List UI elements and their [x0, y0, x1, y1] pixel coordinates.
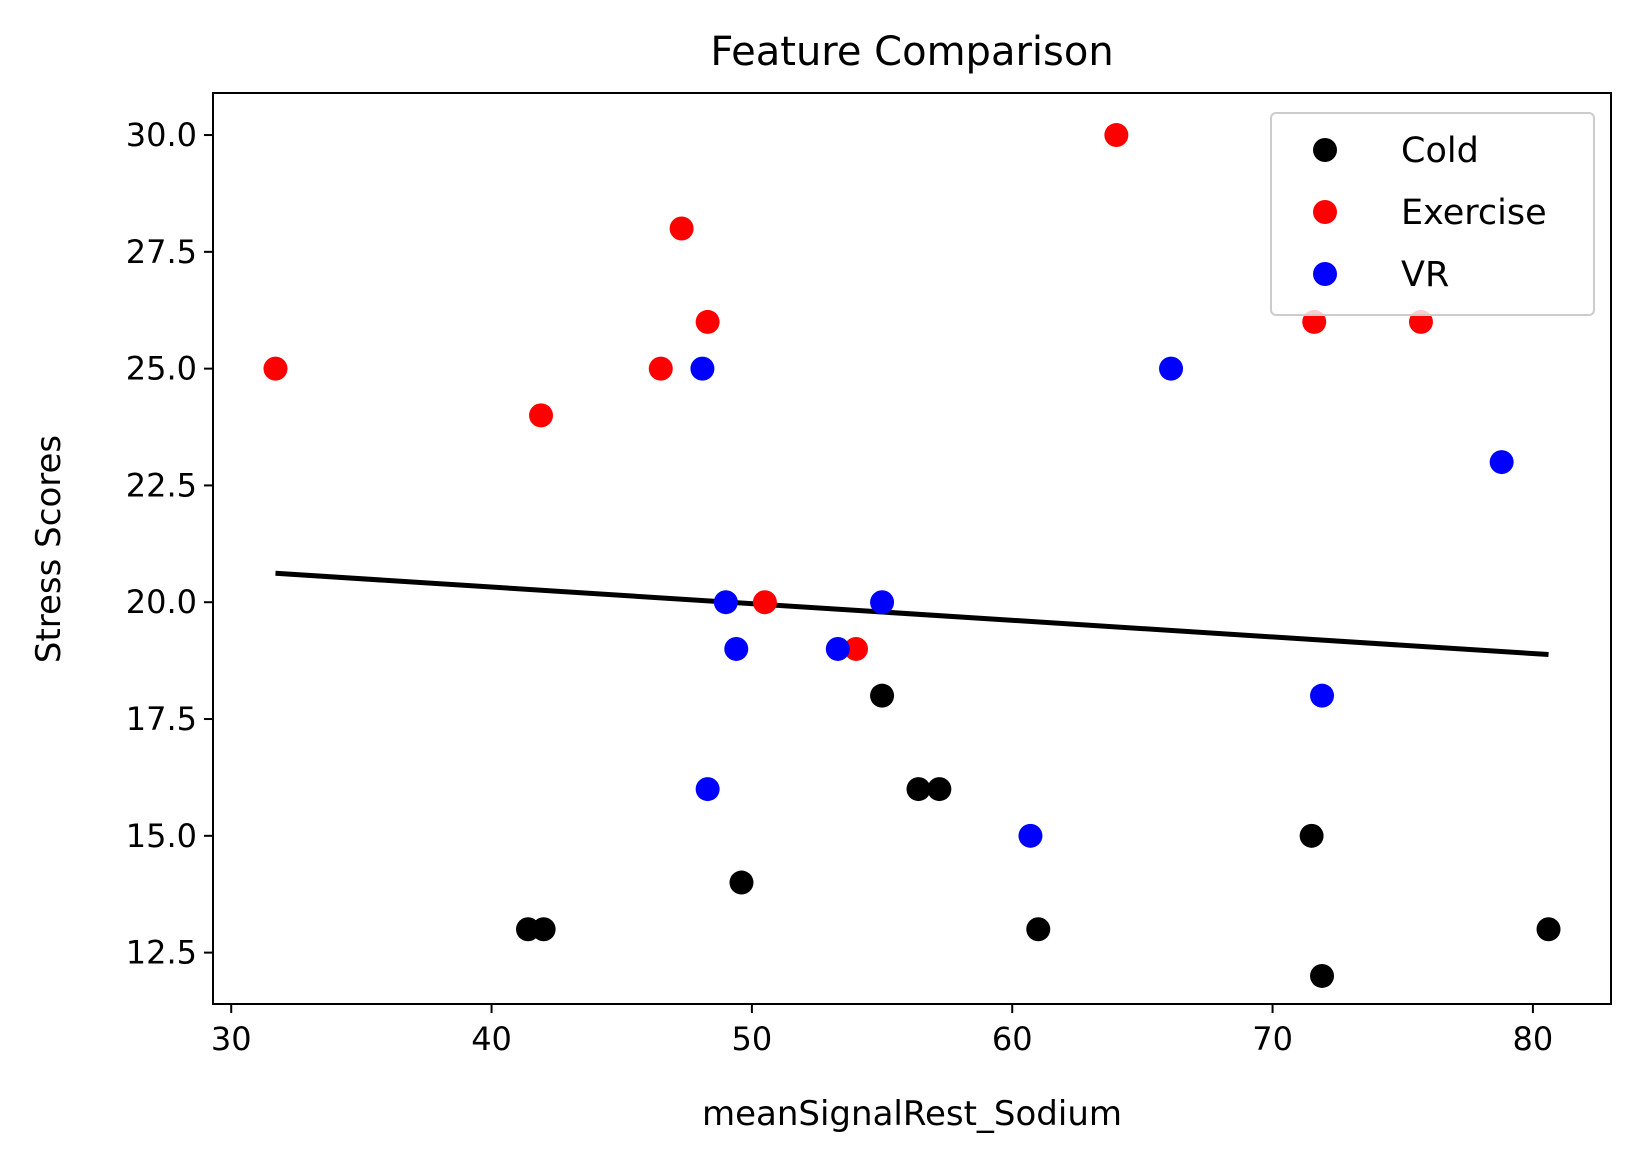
point-cold-4 — [906, 777, 931, 802]
plot-area: 30 40 50 60 70 80 12.5 15.0 17.5 20.0 22.5 25.0 27.5… — [126, 92, 1612, 1058]
x-tick-label: 50 — [732, 1020, 773, 1058]
legend-label-vr: VR — [1401, 255, 1449, 295]
y-tick-label: 22.5 — [126, 466, 197, 504]
point-vr-6 — [1018, 823, 1043, 848]
point-exercise-1 — [529, 403, 554, 428]
point-exercise-7 — [1104, 123, 1129, 148]
point-vr-9 — [1489, 450, 1514, 475]
legend-box — [1270, 112, 1595, 316]
point-vr-2 — [724, 636, 749, 661]
y-axis-label: Stress Scores — [29, 435, 69, 663]
point-cold-5 — [927, 777, 952, 802]
y-tick-label: 17.5 — [126, 700, 197, 738]
point-exercise-3 — [669, 216, 694, 241]
x-tick-label: 60 — [992, 1020, 1033, 1058]
point-exercise-0 — [263, 356, 288, 381]
point-vr-8 — [1310, 683, 1335, 708]
trend-line — [275, 570, 1549, 658]
point-cold-7 — [1299, 823, 1324, 848]
point-cold-3 — [870, 683, 895, 708]
point-vr-3 — [695, 777, 720, 802]
point-vr-4 — [825, 636, 850, 661]
point-vr-5 — [870, 590, 895, 615]
point-cold-2 — [729, 870, 754, 895]
y-tick-label: 20.0 — [126, 583, 197, 621]
legend-marker-cold — [1313, 138, 1337, 162]
x-tick-label: 70 — [1252, 1020, 1293, 1058]
point-cold-6 — [1026, 917, 1051, 942]
axes-frame — [212, 92, 1612, 1005]
point-vr-1 — [713, 590, 738, 615]
legend: Cold Exercise VR — [1270, 112, 1595, 316]
x-tick-label: 30 — [211, 1020, 252, 1058]
point-cold-9 — [1536, 917, 1561, 942]
point-exercise-6 — [844, 636, 869, 661]
legend-label-exercise: Exercise — [1401, 193, 1547, 233]
series-vr — [690, 356, 1514, 848]
legend-marker-exercise — [1313, 200, 1337, 224]
legend-label-cold: Cold — [1401, 131, 1479, 171]
y-tick-label: 30.0 — [126, 116, 197, 154]
x-tick-label: 80 — [1513, 1020, 1554, 1058]
point-exercise-4 — [695, 309, 720, 334]
x-axis-label: meanSignalRest_Sodium — [702, 1094, 1122, 1134]
legend-marker-vr — [1313, 262, 1337, 286]
y-tick-label: 15.0 — [126, 817, 197, 855]
y-tick-label: 12.5 — [126, 934, 197, 972]
point-cold-8 — [1310, 963, 1335, 988]
point-vr-7 — [1159, 356, 1184, 381]
point-cold-1 — [531, 917, 556, 942]
y-tick-label: 25.0 — [126, 350, 197, 388]
point-exercise-5 — [752, 590, 777, 615]
series-cold — [516, 683, 1561, 988]
point-vr-0 — [690, 356, 715, 381]
chart-title: Feature Comparison — [710, 29, 1113, 75]
x-tick-label: 40 — [471, 1020, 512, 1058]
series-exercise — [263, 123, 1433, 661]
point-exercise-2 — [648, 356, 673, 381]
y-tick-label: 27.5 — [126, 233, 197, 271]
